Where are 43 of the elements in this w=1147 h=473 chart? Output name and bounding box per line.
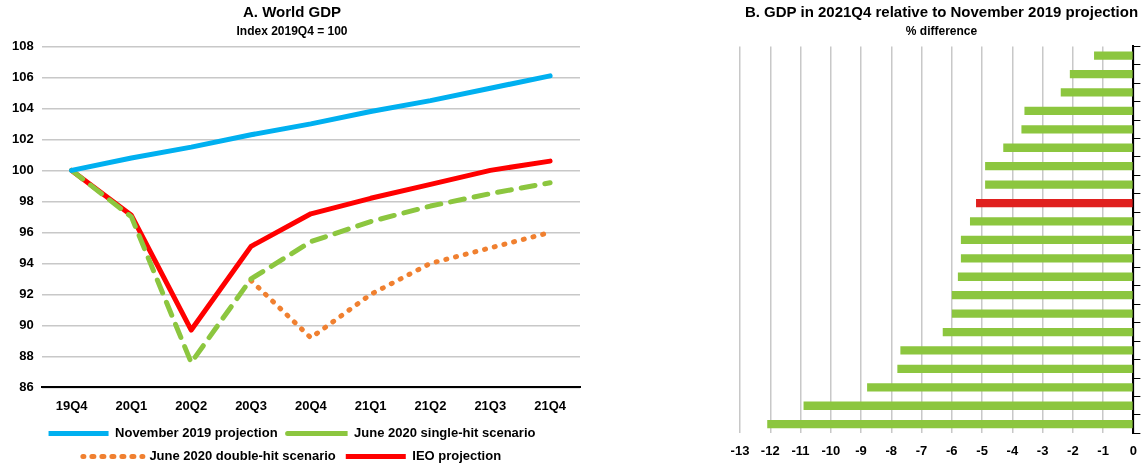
x-tick-label: 21Q2 bbox=[414, 397, 447, 413]
y-tick-label: 106 bbox=[11, 68, 34, 84]
y-tick-label: 90 bbox=[19, 316, 34, 332]
y-tick-label: 96 bbox=[19, 223, 34, 239]
y-tick-label: 98 bbox=[19, 192, 34, 208]
x-tick-label: -2 bbox=[1067, 442, 1079, 458]
x-tick-label: 0 bbox=[1129, 442, 1137, 458]
x-tick-label: 20Q3 bbox=[235, 397, 267, 413]
legend-label: November 2019 projection bbox=[115, 425, 278, 441]
x-tick-label: 21Q4 bbox=[534, 397, 567, 413]
y-tick-label: 94 bbox=[19, 254, 35, 270]
chart-subtitle: Index 2019Q4 = 100 bbox=[236, 23, 348, 38]
y-tick-label: 108 bbox=[11, 37, 34, 53]
y-tick-label: 92 bbox=[19, 285, 34, 301]
y-tick-label: 104 bbox=[11, 99, 35, 115]
legend-label: IEO projection bbox=[412, 448, 502, 464]
y-tick-label: 86 bbox=[19, 378, 34, 394]
y-tick-label: 100 bbox=[11, 161, 34, 177]
x-tick-label: -3 bbox=[1036, 442, 1049, 458]
x-tick-label: 21Q3 bbox=[474, 397, 507, 413]
x-tick-label: 20Q1 bbox=[115, 397, 148, 413]
y-tick-label: 88 bbox=[19, 347, 34, 363]
y-tick-label: 102 bbox=[11, 130, 34, 146]
x-tick-label: 20Q4 bbox=[294, 397, 328, 413]
legend-label: June 2020 single-hit scenario bbox=[354, 425, 536, 441]
x-tick-label: -10 bbox=[821, 442, 841, 458]
x-tick-label: 20Q2 bbox=[175, 397, 208, 413]
x-tick-label: -1 bbox=[1097, 442, 1109, 458]
x-tick-label: -7 bbox=[915, 442, 928, 458]
x-tick-label: -8 bbox=[885, 442, 898, 458]
x-tick-label: -6 bbox=[946, 442, 958, 458]
x-tick-label: 21Q1 bbox=[354, 397, 387, 413]
legend-label: June 2020 double-hit scenario bbox=[149, 448, 336, 464]
x-tick-label: -5 bbox=[976, 442, 988, 458]
x-tick-label: 19Q4 bbox=[55, 397, 89, 413]
x-tick-label: -12 bbox=[760, 442, 780, 458]
chart-title: A. World GDP bbox=[242, 3, 342, 21]
chart-subtitle: % difference bbox=[905, 23, 978, 38]
x-tick-label: -4 bbox=[1006, 442, 1019, 458]
x-tick-label: -11 bbox=[791, 442, 810, 458]
chart-title: B. GDP in 2021Q4 relative to November 2019 projection bbox=[744, 3, 1139, 21]
x-tick-label: -9 bbox=[855, 442, 867, 458]
x-tick-label: -13 bbox=[730, 442, 750, 458]
